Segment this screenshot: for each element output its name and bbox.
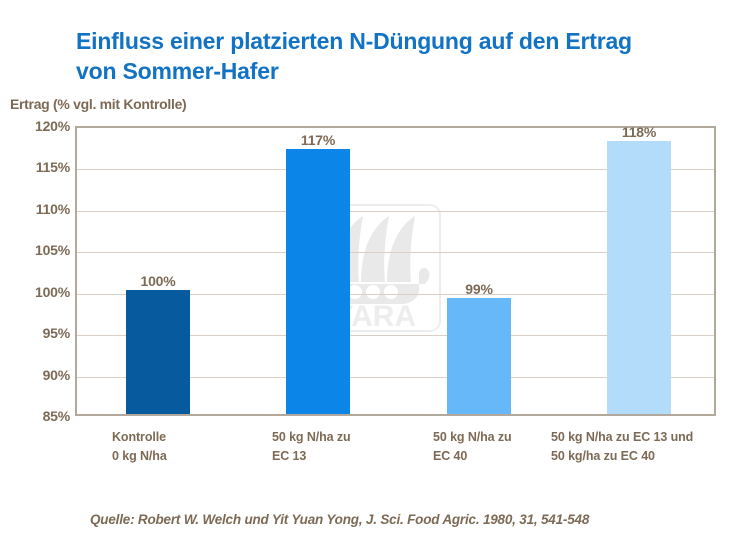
y-axis-tick-label: 100%: [34, 283, 70, 300]
bar-value-label: 100%: [140, 272, 176, 289]
y-axis-tick-label: 85%: [42, 408, 71, 424]
x-axis-label-2: 50 kg N/ha zu EC 13: [272, 428, 351, 466]
x-axis-label-line: 0 kg N/ha: [112, 449, 167, 463]
y-axis-title: Ertrag (% vgl. mit Kontrolle): [10, 96, 187, 112]
bar-value-label: 118%: [621, 123, 657, 140]
bar-value-label: 99%: [465, 281, 493, 297]
x-axis-label-4: 50 kg N/ha zu EC 13 und 50 kg/ha zu EC 40: [551, 428, 693, 466]
source-citation: Quelle: Robert W. Welch und Yit Yuan Yon…: [90, 512, 590, 527]
y-axis-tick-label: 95%: [42, 325, 71, 342]
gridline: [77, 169, 714, 171]
gridline: [77, 210, 714, 212]
x-axis-categories: Kontrolle 0 kg N/ha 50 kg N/ha zu EC 13 50 k…: [75, 428, 716, 478]
x-axis-label-1: Kontrolle 0 kg N/ha: [112, 428, 167, 466]
title-line-2: von Sommer-Hafer: [76, 58, 279, 84]
x-axis-label-line: 50 kg N/ha zu EC 13 und: [551, 430, 694, 444]
title-line-1: Einfluss einer platzierten N-Düngung auf…: [76, 28, 632, 54]
x-axis-label-line: EC 40: [433, 449, 468, 463]
y-axis-tick-label: 120%: [34, 118, 70, 134]
y-axis-tick-label: 90%: [42, 366, 71, 383]
x-axis-label-line: Kontrolle: [112, 430, 166, 444]
bar-1[interactable]: [126, 289, 190, 414]
page-title: Einfluss einer platzierten N-Düngung auf…: [76, 26, 696, 86]
bar-3[interactable]: [447, 298, 511, 414]
x-axis-label-line: 50 kg/ha zu EC 40: [551, 449, 655, 463]
bar-4[interactable]: [607, 140, 671, 414]
y-axis: 120% 115% 110% 105% 100% 95% 90% 85%: [0, 118, 71, 424]
gridline: [77, 293, 714, 295]
y-axis-tick-label: 110%: [35, 200, 70, 217]
y-axis-tick-label: 115%: [35, 159, 70, 176]
bar-value-label: 117%: [300, 131, 336, 148]
plot-area: YARA 100% 117% 99% 118%: [75, 123, 716, 416]
x-axis-label-3: 50 kg N/ha zu EC 40: [433, 428, 512, 466]
x-axis-label-line: 50 kg N/ha zu: [433, 430, 512, 444]
gridline: [77, 252, 714, 254]
x-axis-label-line: 50 kg N/ha zu: [272, 430, 351, 444]
gridline: [77, 335, 714, 337]
gridline: [77, 376, 714, 378]
bar-2[interactable]: [286, 148, 350, 414]
y-axis-tick-label: 105%: [34, 242, 70, 259]
x-axis-label-line: EC 13: [272, 449, 307, 463]
